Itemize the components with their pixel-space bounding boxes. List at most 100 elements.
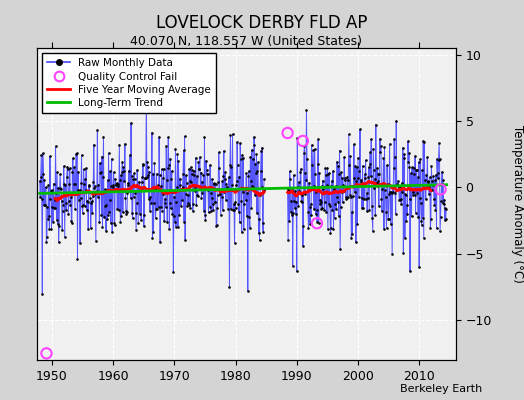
Point [78,202,86,209]
Point [386,189,394,196]
Point [125,188,134,194]
Point [198,178,206,185]
Point [119,178,128,184]
Point [137,217,146,223]
Point [199,184,207,191]
Point [368,214,376,221]
Point [81,176,89,183]
Point [316,196,324,203]
Point [255,237,264,243]
Point [415,264,423,270]
Point [380,144,389,151]
Point [308,162,316,168]
Point [207,207,215,214]
Point [373,180,381,187]
Point [339,182,347,188]
Point [200,134,209,140]
Point [375,203,383,209]
Point [374,177,383,184]
Point [113,206,122,212]
Point [338,174,346,181]
Y-axis label: Temperature Anomaly (°C): Temperature Anomaly (°C) [511,125,524,283]
Point [140,175,149,181]
Point [376,136,384,142]
Point [84,226,92,232]
Point [189,208,197,214]
Point [192,202,201,208]
Point [367,203,376,209]
Point [285,187,293,194]
Point [127,120,135,126]
Point [331,183,340,189]
Point [412,167,420,173]
Point [294,202,302,209]
Point [309,182,318,189]
Point [383,224,391,231]
Point [286,176,294,182]
Point [148,130,156,136]
Point [355,194,363,200]
Point [381,194,390,200]
Point [328,183,336,189]
Point [67,218,75,224]
Point [381,187,389,193]
Point [60,181,69,187]
Point [92,190,101,196]
Point [91,191,100,197]
Point [328,178,336,184]
Point [283,186,292,192]
Point [232,182,241,189]
Point [175,187,183,193]
Point [335,170,343,177]
Point [222,196,230,203]
Point [227,164,236,170]
Point [320,190,328,196]
Point [306,220,314,227]
Point [196,170,205,176]
Point [161,204,170,210]
Point [156,172,164,178]
Point [43,216,52,222]
Point [110,169,118,175]
Point [235,219,244,226]
Point [441,217,449,224]
Point [317,206,325,212]
Point [157,166,166,172]
Point [194,159,203,166]
Point [298,192,307,198]
Point [311,171,319,177]
Point [79,210,87,216]
Point [213,192,222,198]
Point [376,149,385,156]
Point [244,173,253,179]
Point [144,172,152,178]
Point [371,212,379,218]
Point [38,290,47,297]
Point [159,166,168,172]
Point [348,231,356,237]
Point [210,180,218,187]
Point [143,174,151,180]
Point [345,131,353,138]
Point [416,156,424,162]
Point [114,181,123,188]
Point [379,182,387,188]
Point [392,118,400,124]
Point [224,186,233,192]
Point [193,173,201,180]
Point [418,221,426,228]
Point [176,176,184,182]
Point [324,170,333,177]
Point [256,167,265,174]
Point [91,182,99,189]
Point [65,181,73,188]
Point [325,201,333,207]
Point [378,208,386,214]
Point [442,216,450,222]
Point [403,210,412,217]
Point [304,208,312,215]
Point [215,165,223,171]
Point [201,212,209,218]
Point [386,221,395,227]
Point [365,164,373,170]
